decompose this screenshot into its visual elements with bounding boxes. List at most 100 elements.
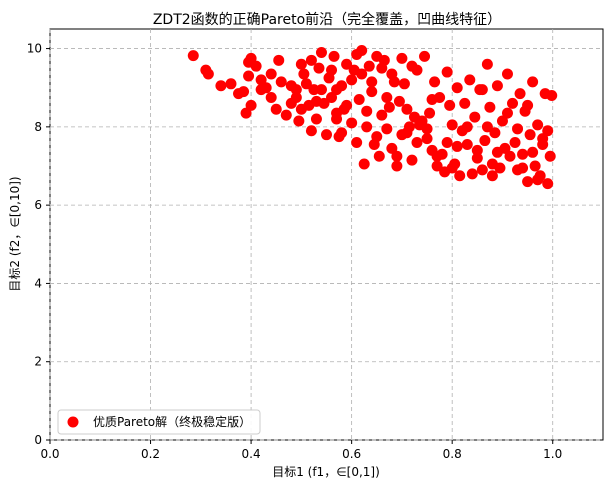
pareto-point [386, 68, 398, 80]
pareto-point [532, 119, 544, 131]
y-tick-label: 6 [34, 198, 42, 212]
pareto-point [265, 68, 277, 80]
pareto-point [512, 123, 524, 135]
pareto-point [504, 150, 516, 162]
pareto-point [270, 103, 282, 115]
pareto-point [537, 133, 549, 145]
pareto-point [471, 144, 483, 156]
x-tick-label: 0.4 [242, 447, 261, 461]
pareto-point [313, 62, 325, 74]
pareto-point [310, 113, 322, 125]
pareto-point [326, 64, 338, 76]
pareto-point [238, 86, 250, 98]
pareto-point [479, 135, 491, 147]
pareto-point [481, 58, 493, 70]
pareto-point [202, 68, 214, 80]
pareto-point [421, 123, 433, 135]
pareto-point [546, 90, 558, 102]
pareto-point [476, 84, 488, 96]
pareto-point [396, 52, 408, 64]
pareto-point [542, 178, 554, 190]
pareto-point [451, 82, 463, 94]
pareto-point [376, 62, 388, 74]
pareto-point [255, 74, 267, 86]
pareto-point [321, 129, 332, 141]
pareto-point [507, 97, 519, 109]
pareto-point [336, 127, 348, 139]
axis-ticks: 0.0 0.2 0.4 0.6 0.8 1.0 0 2 4 6 8 10 [27, 42, 563, 461]
pareto-point [366, 76, 378, 88]
pareto-point [245, 52, 257, 64]
pareto-point [491, 146, 503, 158]
pareto-point [331, 113, 343, 125]
x-axis-label: 目标1 (f1，∈[0,1]) [272, 465, 380, 479]
pareto-point [446, 162, 458, 174]
pareto-point [489, 127, 501, 139]
pareto-point [351, 137, 363, 149]
pareto-point [454, 170, 466, 182]
pareto-point [361, 121, 373, 133]
pareto-point [386, 142, 398, 154]
pareto-point [295, 58, 307, 70]
pareto-point [496, 115, 508, 127]
pareto-point [300, 78, 312, 90]
pareto-point [373, 150, 385, 162]
pareto-point [469, 111, 481, 123]
pareto-point [436, 148, 448, 160]
legend-marker [67, 416, 79, 428]
pareto-point [476, 164, 488, 176]
pareto-point [484, 101, 496, 113]
pareto-point [187, 50, 199, 62]
pareto-point [275, 76, 287, 88]
pareto-point [273, 54, 285, 66]
x-tick-label: 0.0 [40, 447, 59, 461]
pareto-point [532, 174, 544, 186]
pareto-point [471, 152, 483, 164]
pareto-point [406, 60, 418, 72]
data-points [187, 45, 558, 190]
pareto-point [290, 84, 302, 96]
pareto-point [245, 99, 257, 111]
y-tick-label: 2 [34, 355, 42, 369]
pareto-point [346, 117, 358, 129]
pareto-point [491, 80, 503, 92]
x-tick-label: 1.0 [543, 447, 562, 461]
pareto-point [464, 74, 476, 86]
pareto-point [356, 68, 368, 80]
pareto-point [501, 68, 513, 80]
pareto-point [529, 160, 541, 172]
pareto-point [328, 50, 340, 62]
pareto-point [298, 68, 310, 80]
pareto-point [225, 78, 237, 90]
pareto-point [358, 158, 370, 170]
pareto-point [441, 66, 453, 78]
pareto-point [361, 105, 373, 117]
pareto-point [424, 107, 436, 119]
pareto-point [315, 84, 327, 96]
y-tick-label: 0 [34, 433, 42, 447]
pareto-point [280, 109, 292, 121]
pareto-point [466, 168, 478, 180]
pareto-point [356, 45, 368, 57]
pareto-point [376, 109, 388, 121]
pareto-point [441, 137, 453, 149]
chart-title: ZDT2函数的正确Pareto前沿（完全覆盖，凹曲线特征） [153, 11, 501, 28]
pareto-point [446, 119, 458, 131]
pareto-point [517, 148, 529, 160]
pareto-point [315, 46, 327, 58]
legend-label: 优质Pareto解（终极稳定版） [93, 414, 251, 429]
pareto-point [265, 92, 277, 103]
pareto-point [250, 60, 262, 72]
pareto-point [391, 160, 403, 172]
legend-box [57, 409, 261, 435]
pareto-point [240, 107, 252, 119]
grid-lines [49, 29, 603, 441]
pareto-point [429, 76, 441, 88]
pareto-point [363, 60, 375, 72]
pareto-point [542, 125, 554, 137]
pareto-point [308, 84, 320, 96]
pareto-point [371, 131, 383, 143]
pareto-point [544, 150, 556, 162]
pareto-point [341, 58, 353, 70]
